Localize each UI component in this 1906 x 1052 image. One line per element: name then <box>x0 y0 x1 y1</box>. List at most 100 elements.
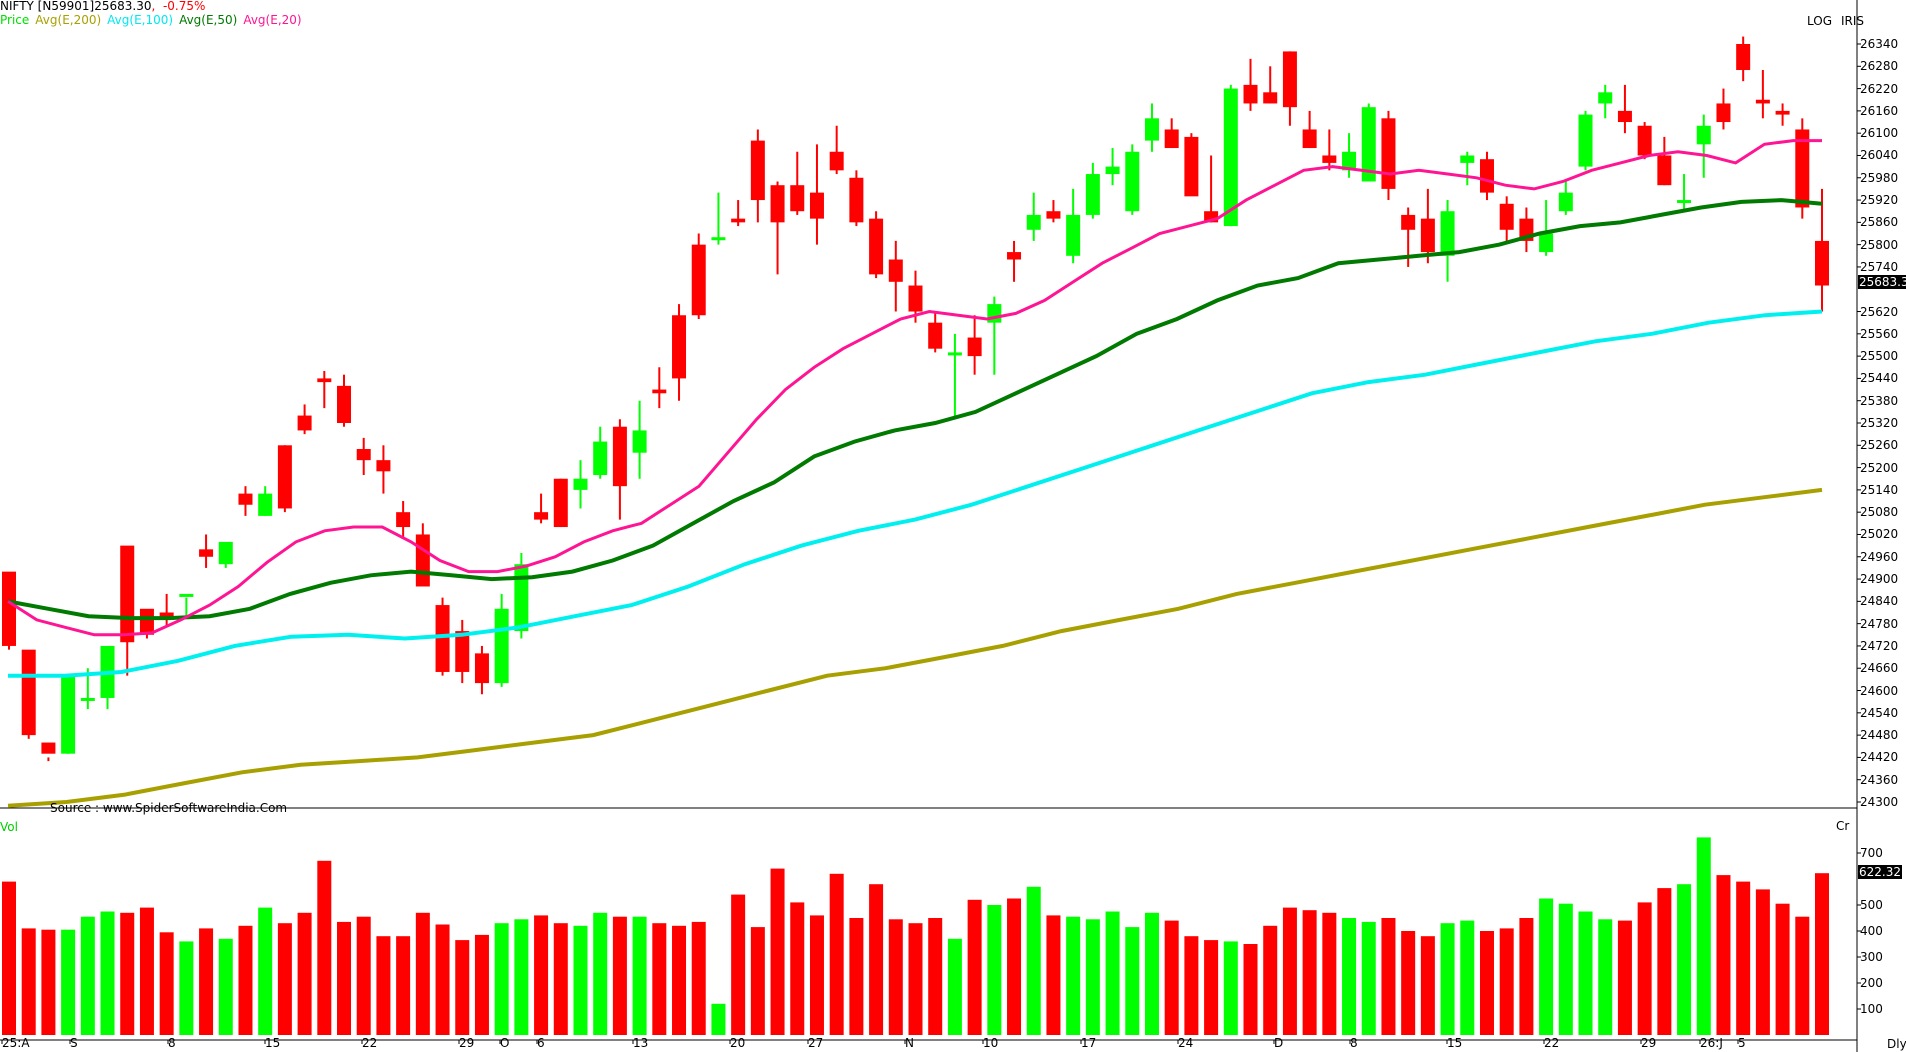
candle[interactable] <box>731 218 746 223</box>
volume-bar[interactable] <box>1539 898 1554 1036</box>
legend-item[interactable]: Avg(E,20) <box>243 13 302 27</box>
volume-bar[interactable] <box>435 924 450 1036</box>
candle[interactable] <box>928 322 943 349</box>
candle[interactable] <box>1578 114 1593 167</box>
candle[interactable] <box>258 493 273 516</box>
candle[interactable] <box>1460 155 1475 163</box>
candle[interactable] <box>1440 211 1455 256</box>
volume-bar[interactable] <box>1815 873 1829 1035</box>
volume-bar[interactable] <box>809 915 824 1035</box>
volume-bar[interactable] <box>218 938 233 1035</box>
candle[interactable] <box>2 571 16 646</box>
candle[interactable] <box>1499 203 1514 230</box>
volume-bar[interactable] <box>1598 919 1613 1035</box>
volume-bar[interactable] <box>1755 889 1770 1035</box>
candle[interactable] <box>1696 125 1711 145</box>
candle[interactable] <box>770 185 785 223</box>
volume-bar[interactable] <box>1381 918 1396 1035</box>
volume-bar[interactable] <box>553 923 568 1035</box>
volume-bar[interactable] <box>297 912 312 1035</box>
candle[interactable] <box>573 478 588 490</box>
volume-bar[interactable] <box>1361 921 1376 1035</box>
candle[interactable] <box>474 653 489 684</box>
volume-bar[interactable] <box>1085 919 1100 1035</box>
candle[interactable] <box>1381 118 1396 189</box>
candle[interactable] <box>947 352 962 356</box>
volume-bar[interactable] <box>199 928 214 1035</box>
candle[interactable] <box>691 244 706 316</box>
volume-bar[interactable] <box>1637 902 1652 1035</box>
candle[interactable] <box>139 608 154 635</box>
candle[interactable] <box>1282 51 1297 108</box>
candle[interactable] <box>120 545 135 643</box>
volume-bar[interactable] <box>987 905 1002 1035</box>
volume-bar[interactable] <box>928 918 943 1035</box>
candle[interactable] <box>514 564 529 632</box>
candle[interactable] <box>376 460 391 472</box>
candle[interactable] <box>1085 174 1100 215</box>
legend-item[interactable]: Avg(E,50) <box>179 13 238 27</box>
candle[interactable] <box>1736 44 1751 71</box>
volume-bar[interactable] <box>1401 931 1416 1035</box>
candle[interactable] <box>1204 211 1219 223</box>
candle[interactable] <box>61 675 76 754</box>
candle[interactable] <box>396 512 411 528</box>
volume-bar[interactable] <box>1677 884 1692 1035</box>
candle[interactable] <box>297 415 312 431</box>
candle[interactable] <box>21 649 36 736</box>
candle[interactable] <box>612 426 627 487</box>
volume-bar[interactable] <box>790 902 805 1035</box>
volume-bar[interactable] <box>1144 912 1159 1035</box>
volume-bar[interactable] <box>1105 911 1120 1036</box>
volume-bar[interactable] <box>1322 912 1337 1035</box>
volume-bar[interactable] <box>179 941 194 1035</box>
volume-bar[interactable] <box>1164 920 1179 1035</box>
volume-bar[interactable] <box>947 938 962 1035</box>
volume-bar[interactable] <box>238 925 253 1035</box>
candle[interactable] <box>218 541 233 565</box>
volume-bar[interactable] <box>1460 920 1475 1035</box>
candle[interactable] <box>1361 107 1376 182</box>
volume-bar[interactable] <box>1342 918 1357 1035</box>
volume-bar[interactable] <box>1519 918 1534 1035</box>
volume-bar[interactable] <box>1499 928 1514 1035</box>
candle[interactable] <box>652 389 667 394</box>
candle[interactable] <box>1322 155 1337 163</box>
volume-bar[interactable] <box>514 919 529 1035</box>
candle[interactable] <box>1539 233 1554 253</box>
candle[interactable] <box>888 259 903 282</box>
candle[interactable] <box>1815 240 1829 286</box>
volume-bar[interactable] <box>1007 898 1022 1036</box>
volume-bar[interactable] <box>770 868 785 1035</box>
volume-bar[interactable] <box>61 929 76 1035</box>
candle[interactable] <box>553 478 568 528</box>
candle[interactable] <box>80 697 95 701</box>
candle[interactable] <box>711 237 726 241</box>
volume-bar[interactable] <box>337 921 352 1035</box>
volume-bar[interactable] <box>750 927 765 1035</box>
volume-bar[interactable] <box>1263 925 1278 1035</box>
candle[interactable] <box>1263 92 1278 104</box>
candle[interactable] <box>809 192 824 219</box>
candle[interactable] <box>1617 110 1632 123</box>
candle[interactable] <box>435 605 450 672</box>
volume-bar[interactable] <box>1716 875 1731 1035</box>
volume-bar[interactable] <box>1657 888 1672 1035</box>
candle[interactable] <box>337 385 352 423</box>
candle[interactable] <box>829 151 844 171</box>
volume-bar[interactable] <box>1440 923 1455 1035</box>
candle[interactable] <box>317 378 332 383</box>
volume-bar[interactable] <box>1125 927 1140 1035</box>
candle[interactable] <box>672 315 687 379</box>
candle[interactable] <box>869 218 884 275</box>
volume-bar[interactable] <box>967 899 982 1035</box>
volume-bar[interactable] <box>1617 920 1632 1035</box>
candle[interactable] <box>967 337 982 357</box>
volume-bar[interactable] <box>1420 936 1435 1035</box>
volume-bar[interactable] <box>1046 915 1061 1035</box>
volume-bar[interactable] <box>1223 941 1238 1035</box>
volume-bar[interactable] <box>1736 881 1751 1035</box>
candle[interactable] <box>1401 214 1416 230</box>
candle[interactable] <box>179 593 194 597</box>
